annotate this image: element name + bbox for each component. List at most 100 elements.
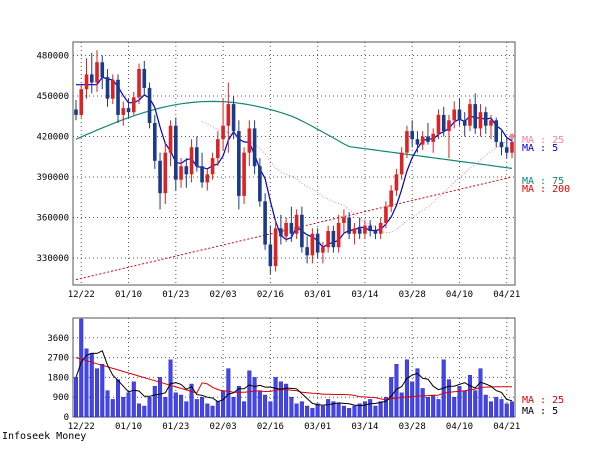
price-legend-entry: MA : 200: [522, 184, 570, 195]
volume-bar: [273, 377, 278, 418]
candle-body: [384, 206, 388, 223]
candle-body: [105, 77, 110, 99]
candle-body: [289, 222, 294, 234]
candle-body: [195, 147, 199, 167]
volume-bar: [284, 383, 289, 418]
volume-bar: [205, 403, 210, 418]
candle-body: [121, 108, 126, 115]
volume-x-tick-label: 12/22: [68, 422, 95, 432]
candle-body: [110, 79, 115, 99]
candle-body: [284, 222, 288, 237]
volume-bar: [494, 397, 499, 418]
volume-bar: [378, 401, 383, 418]
volume-bar: [105, 390, 110, 418]
volume-bar: [425, 397, 430, 418]
volume-plot-frame: [72, 317, 516, 418]
volume-y-tick-label: 2700: [47, 354, 69, 364]
volume-bar: [394, 364, 399, 418]
price-x-tick-label: 02/03: [210, 290, 237, 300]
candle-body: [221, 125, 225, 140]
candle-body: [363, 225, 367, 234]
candle-body: [441, 114, 446, 132]
candle-body: [158, 160, 162, 194]
candle-body: [226, 104, 231, 126]
candle-body: [74, 109, 78, 115]
candle-body: [394, 174, 399, 191]
candle-body: [494, 120, 499, 142]
volume-bar: [231, 397, 236, 418]
volume-bar: [326, 399, 331, 418]
candle-body: [294, 214, 299, 234]
volume-bar: [504, 403, 509, 418]
price-y-tick-label: 420000: [36, 133, 69, 143]
candle-body: [415, 139, 420, 145]
volume-bar: [431, 394, 436, 418]
volume-bar: [452, 397, 457, 418]
volume-y-ticks: 3600 2700 1800 900 0: [47, 334, 69, 423]
candle-body: [352, 228, 357, 234]
price-x-tick-label: 04/10: [446, 290, 473, 300]
volume-bar: [163, 397, 168, 418]
candle-body: [389, 190, 393, 207]
volume-bar: [189, 383, 194, 418]
candle-body: [279, 228, 283, 237]
candle-body: [410, 131, 414, 140]
volume-bar: [126, 392, 131, 418]
volume-bar: [446, 379, 451, 418]
volume-bar: [278, 381, 283, 418]
price-x-tick-label: 01/10: [115, 290, 142, 300]
candle-body: [326, 231, 330, 248]
candle-body: [273, 228, 278, 267]
price-y-tick-label: 450000: [36, 92, 69, 102]
volume-bar: [179, 394, 184, 418]
candle-body: [179, 166, 183, 180]
volume-x-ticks: 12/22 01/10 01/23 02/03 02/16 03/01 03/14 03/28…: [68, 422, 521, 432]
candle-body: [252, 128, 257, 167]
volume-bar: [483, 394, 488, 418]
candle-body: [142, 69, 147, 88]
candle-body: [84, 74, 89, 90]
candle-body: [247, 128, 252, 153]
candle-body: [368, 225, 372, 231]
volume-bar: [263, 394, 268, 418]
price-y-tick-label: 390000: [36, 173, 69, 183]
volume-bar: [331, 401, 336, 418]
candle-body: [100, 62, 105, 78]
volume-panel: 3600 2700 1800 900 0 12/22 01/10 01/23 02/03 02/…: [47, 317, 564, 432]
volume-bar: [110, 399, 115, 418]
volume-bar: [352, 405, 357, 418]
volume-bar: [510, 401, 515, 418]
volume-bar: [147, 397, 152, 418]
volume-bar: [299, 401, 304, 418]
candle-body: [79, 89, 84, 115]
candle-body: [126, 108, 131, 113]
ma-25-end-marker: [509, 133, 515, 139]
candle-body: [447, 120, 451, 132]
volume-bar: [152, 386, 157, 418]
volume-bar: [121, 397, 126, 418]
price-legend-entry: MA : 25: [522, 135, 564, 146]
ma-200-line: [75, 176, 513, 281]
volume-x-tick-label: 02/03: [210, 422, 237, 432]
candle-body: [152, 123, 157, 161]
volume-bar: [341, 405, 346, 418]
volume-x-tick-label: 04/21: [493, 422, 520, 432]
volume-bar: [368, 399, 373, 418]
volume-bar: [315, 403, 320, 418]
volume-bar: [310, 408, 315, 418]
volume-bar: [158, 377, 163, 418]
candle-body: [399, 152, 404, 175]
volume-bar: [389, 377, 394, 418]
candle-body: [310, 233, 315, 256]
volume-bar: [116, 379, 121, 418]
candle-body: [452, 109, 457, 121]
volume-bar: [142, 405, 147, 418]
volume-bar: [257, 390, 262, 418]
volume-x-tick-label: 02/16: [257, 422, 284, 432]
candle-body: [483, 112, 488, 126]
candle-body: [462, 120, 467, 126]
candle-body: [436, 114, 441, 134]
candle-body: [321, 247, 325, 253]
